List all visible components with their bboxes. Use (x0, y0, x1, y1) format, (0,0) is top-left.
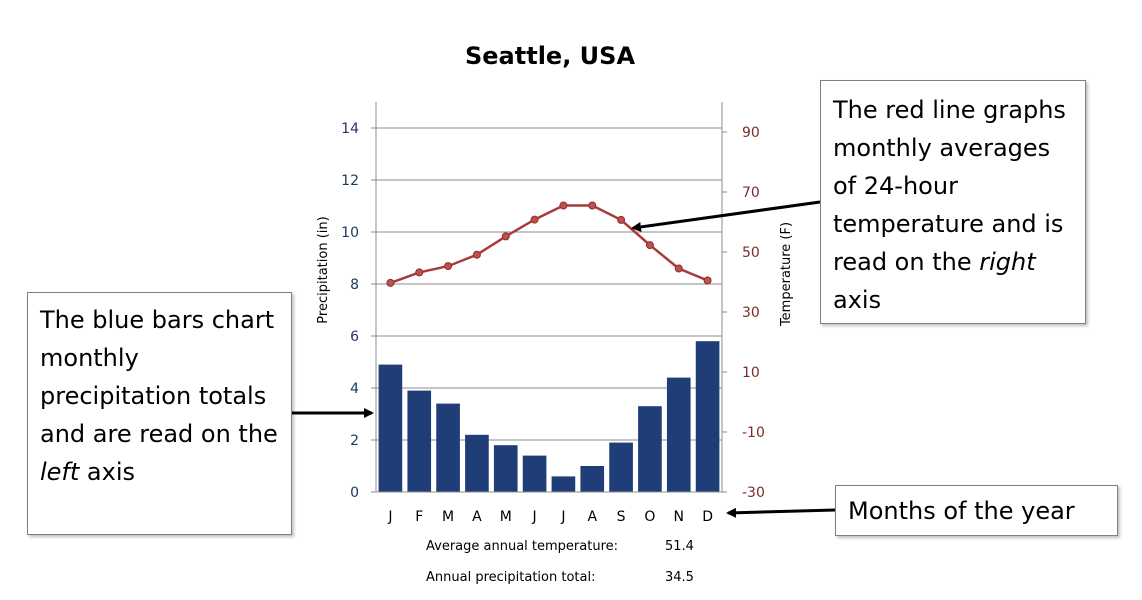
x-tick-label: S (617, 509, 626, 525)
precip-total-label: Annual precipitation total: (426, 570, 596, 585)
line-callout: The red line graphs monthly averages of … (820, 80, 1086, 324)
x-tick-label: A (587, 509, 597, 525)
y2-tick-label: 70 (742, 185, 760, 201)
temperature-point (501, 232, 510, 241)
temperature-point (703, 276, 712, 285)
x-tick-label: F (415, 509, 423, 525)
temperature-point (530, 215, 539, 224)
precip-bar (551, 476, 576, 492)
precip-bar (378, 364, 403, 492)
precip-bar (695, 341, 720, 492)
y-tick-label: 4 (350, 381, 359, 397)
arrow-to-months (726, 507, 836, 518)
y2-tick-label: -30 (742, 485, 765, 501)
y2-axis-label: Temperature (F) (779, 222, 794, 327)
x-tick-label: J (387, 509, 392, 525)
temperature-point (415, 268, 424, 277)
bars-callout-tail: axis (79, 458, 136, 486)
x-tick-label: O (644, 509, 655, 525)
y2-tick-label: 10 (742, 365, 760, 381)
y-tick-label: 8 (350, 277, 359, 293)
bars-callout: The blue bars chart monthly precipitatio… (27, 292, 292, 535)
temperature-point (674, 264, 683, 273)
x-tick-label: N (674, 509, 684, 525)
line-callout-emphasis: right (979, 248, 1036, 276)
y2-tick-label: -10 (742, 425, 765, 441)
months-callout: Months of the year (835, 485, 1118, 536)
x-tick-label: A (472, 509, 482, 525)
y-tick-label: 12 (341, 173, 359, 189)
temperature-point (645, 241, 654, 250)
avg-temp-label: Average annual temperature: (426, 539, 619, 554)
y-tick-label: 14 (341, 121, 359, 137)
x-tick-label: J (560, 509, 565, 525)
temperature-point (444, 262, 453, 271)
x-tick-label: J (532, 509, 537, 525)
temperature-line (389, 204, 709, 285)
temperature-point (386, 278, 395, 287)
y2-tick-label: 90 (742, 125, 760, 141)
avg-temp-value: 51.4 (665, 539, 694, 554)
y-tick-label: 10 (341, 225, 359, 241)
arrow-to-line (631, 200, 821, 232)
precip-bar (638, 406, 662, 492)
y-tick-label: 2 (350, 433, 359, 449)
x-tick-label: D (702, 509, 713, 525)
precip-total-value: 34.5 (665, 570, 694, 585)
bars-callout-emphasis: left (40, 458, 80, 486)
precip-bar (666, 377, 691, 492)
y-axis-label: Precipitation (in) (316, 216, 331, 323)
precip-bar (493, 445, 518, 492)
temperature-point (472, 250, 481, 259)
precip-bar (522, 455, 547, 492)
y2-tick-label: 50 (742, 245, 760, 261)
temperature-point (617, 215, 626, 224)
temperature-point (559, 201, 568, 210)
y-tick-label: 6 (350, 329, 359, 345)
line-callout-text: The red line graphs monthly averages of … (833, 96, 1066, 276)
precip-bar (465, 434, 489, 492)
precip-bar (580, 466, 605, 492)
y2-tick-label: 30 (742, 305, 760, 321)
line-callout-tail: axis (833, 286, 882, 314)
chart-title: Seattle, USA (464, 42, 636, 70)
y-tick-label: 0 (350, 485, 359, 501)
x-tick-label: M (442, 509, 454, 525)
x-tick-label: M (500, 509, 512, 525)
bars-callout-text: The blue bars chart monthly precipitatio… (40, 306, 278, 448)
precip-bar (436, 403, 460, 492)
temperature-point (588, 201, 597, 210)
precip-bar (407, 390, 432, 492)
precip-bar (609, 442, 633, 492)
